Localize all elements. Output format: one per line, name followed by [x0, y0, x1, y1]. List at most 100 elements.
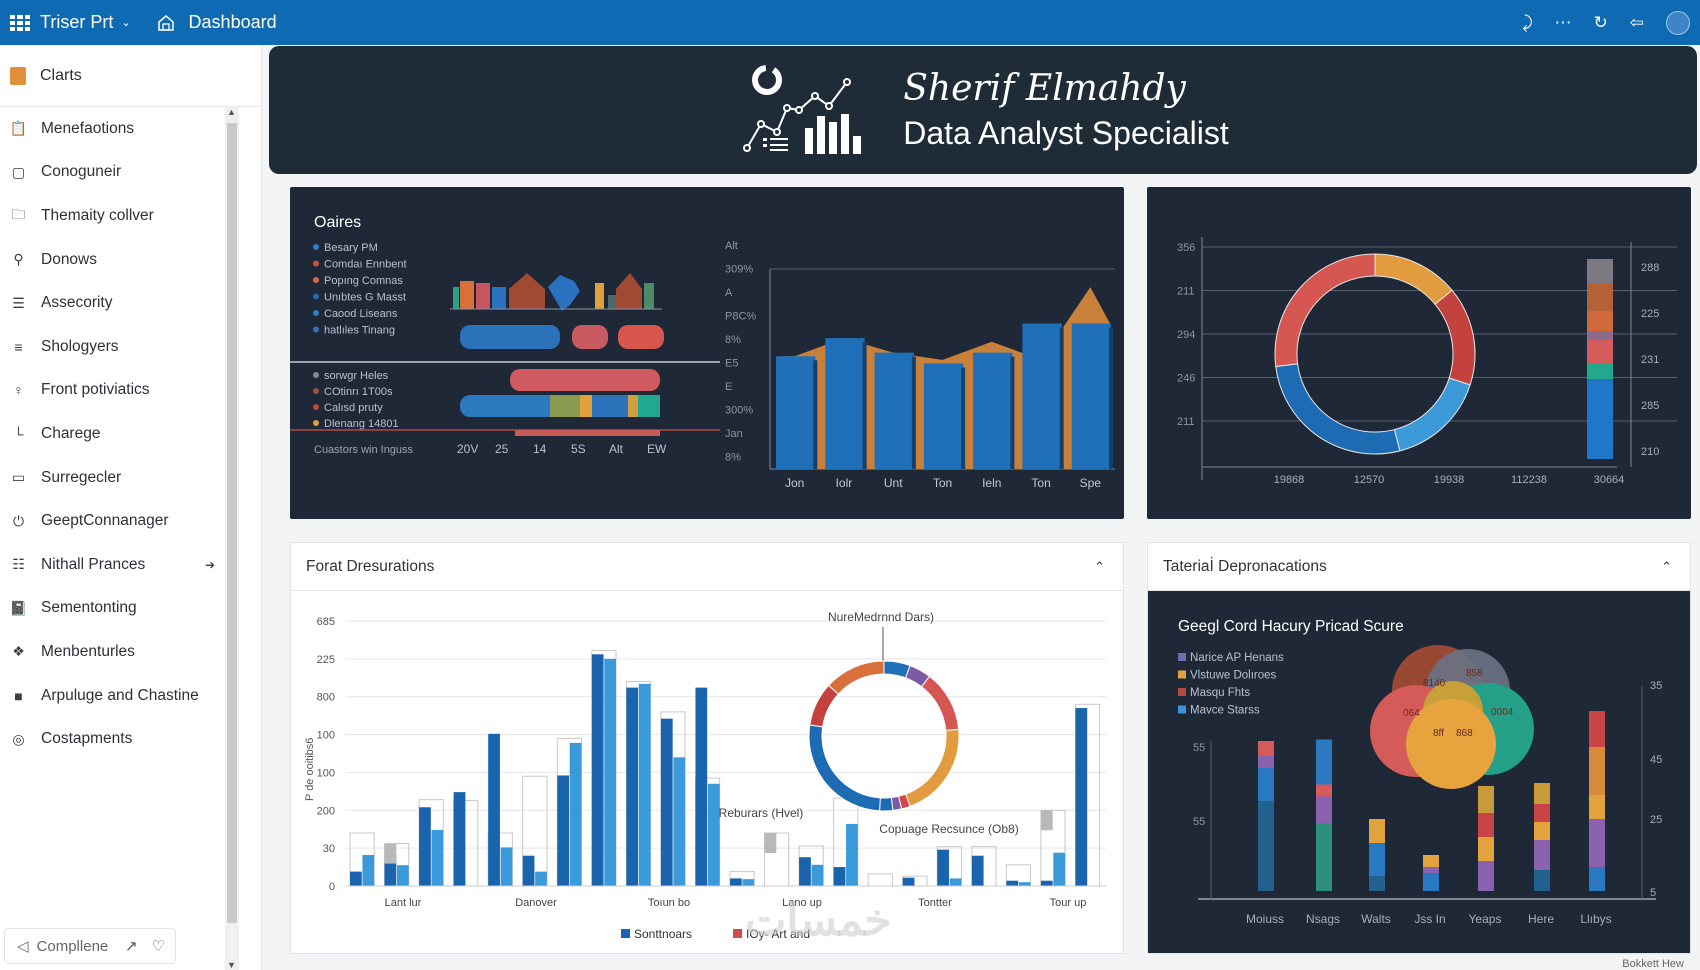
- mini-bar: [644, 283, 654, 309]
- more-icon[interactable]: ⋯: [1554, 12, 1572, 32]
- pill-segment: [580, 395, 592, 417]
- y-tick-label: 55: [1193, 742, 1205, 754]
- footer-link[interactable]: Bokkett Hew: [1622, 958, 1684, 970]
- legend-swatch: [313, 404, 319, 410]
- bar-shadow: [961, 367, 966, 469]
- monitor-icon: ▭: [11, 469, 26, 486]
- share-icon[interactable]: ⤸: [1522, 12, 1533, 32]
- sidebar-item[interactable]: ≡ Shologyers: [0, 325, 245, 369]
- legend-swatch: [313, 372, 319, 378]
- stack-segment: [1369, 876, 1385, 891]
- x-tick-label: Nsags: [1306, 912, 1340, 926]
- chevron-down-icon[interactable]: ⌄: [121, 17, 131, 29]
- scroll-down-icon[interactable]: ▼: [227, 960, 236, 970]
- stack-segment: [1589, 711, 1605, 747]
- legend-swatch: [733, 929, 742, 938]
- overview-panel: Oaires Besary PM Comdaı Ennbent Popıng Comn…: [290, 187, 1124, 519]
- x-tick-label: Toıun bo: [648, 897, 690, 909]
- mini-house: [509, 273, 545, 309]
- app-title[interactable]: Triser Prt: [40, 12, 114, 32]
- sidebar-item[interactable]: ▢ Conoguneir: [0, 151, 245, 195]
- sidebar-item[interactable]: ♀ Front potiviatics: [0, 369, 245, 413]
- panel-header[interactable]: Forat Dresurations ⌃: [291, 543, 1123, 591]
- sidebar-footer[interactable]: ◁ Compllene ↗ ♡: [4, 928, 176, 964]
- donut-slice: [809, 684, 839, 728]
- venn-circle: [1406, 699, 1496, 789]
- legend-swatch: [1178, 688, 1186, 696]
- collapse-caret-icon[interactable]: ⌃: [1094, 558, 1105, 574]
- bar: [949, 878, 962, 886]
- sidebar-item[interactable]: 📋 Menefaotions: [0, 107, 245, 151]
- pin-icon[interactable]: ➔: [204, 557, 215, 572]
- panel-title: Oaires: [314, 214, 361, 231]
- sidebar-header[interactable]: Clarts: [0, 45, 261, 107]
- donut-slice: [827, 660, 885, 695]
- sidebar-item[interactable]: ⏻ GeeptConnanager: [0, 499, 245, 543]
- mini-bar: [608, 295, 618, 309]
- bar: [350, 871, 362, 886]
- x-tick-label: Jon: [785, 476, 804, 490]
- chart-title: Geegl Cord Hacury Pricad Scure: [1178, 618, 1404, 635]
- sidebar-item[interactable]: 📓 Sementonting: [0, 587, 245, 631]
- annotation: Reburars (Hvel): [719, 806, 804, 820]
- collapse-caret-icon[interactable]: ⌃: [1661, 558, 1672, 574]
- heart-icon[interactable]: ♡: [151, 938, 165, 955]
- sidebar-item[interactable]: ▭ Surregecler: [0, 456, 245, 500]
- sidebar-item[interactable]: ☷ Nithall Prances ➔: [0, 543, 245, 587]
- pill-bar: [510, 369, 660, 391]
- sidebar-item[interactable]: ◎ Costapments: [0, 717, 245, 761]
- x-tick-label: Walts: [1361, 912, 1391, 926]
- bar-shadow: [1059, 327, 1064, 469]
- bar: [937, 849, 950, 886]
- export-icon[interactable]: ↗: [124, 938, 138, 955]
- collapse-icon[interactable]: ◁: [17, 938, 29, 955]
- avatar[interactable]: [1666, 10, 1690, 35]
- right-tick-label: 5: [1650, 887, 1656, 899]
- x-tick-label: Lano up: [782, 897, 822, 909]
- sidebar-item-label: Costapments: [41, 730, 133, 748]
- refresh-icon[interactable]: ↻: [1593, 12, 1608, 32]
- menu-icon: ≡: [14, 338, 23, 355]
- back-icon[interactable]: ⇦: [1629, 12, 1644, 32]
- scrollbar-thumb[interactable]: [227, 123, 237, 923]
- bar: [569, 742, 582, 886]
- donut-slice: [1393, 377, 1471, 452]
- tick-label: 5S: [571, 442, 586, 456]
- sidebar-item-label: Front potiviatics: [41, 381, 150, 399]
- pill-bar: [460, 325, 560, 349]
- mini-bar: [492, 287, 506, 309]
- legend-swatch: [313, 260, 319, 267]
- legend-swatch: [1178, 653, 1186, 661]
- bar: [799, 857, 811, 886]
- footer-label: Compllene: [36, 937, 109, 955]
- stack-segment: [1587, 331, 1613, 339]
- right-tick-label: 35: [1650, 680, 1662, 692]
- mini-bar: [476, 283, 490, 309]
- panel-header[interactable]: Tateriaİ Depronacations ⌃: [1148, 543, 1690, 591]
- y-tick-label: 356: [1177, 242, 1195, 254]
- grid-icon[interactable]: [10, 14, 30, 31]
- sidebar-item[interactable]: ☰ Assecority: [0, 281, 245, 325]
- donut-slice: [1374, 253, 1453, 305]
- right-tick-label: 225: [1641, 308, 1659, 320]
- stack-segment: [1587, 379, 1613, 459]
- page-title[interactable]: Dashboard: [188, 12, 277, 32]
- bar: [730, 878, 742, 886]
- y-tick-label: 685: [317, 616, 335, 628]
- sidebar-scrollbar[interactable]: ▲ ▼: [225, 107, 239, 970]
- x-tick-label: 30664: [1594, 474, 1625, 486]
- sidebar-item[interactable]: ❖ Menbenturles: [0, 630, 245, 674]
- legend-label: Mavce Starss: [1190, 705, 1260, 717]
- sidebar-item[interactable]: 🗀 Themaity collver: [0, 194, 245, 238]
- x-tick-label: Jss In: [1414, 912, 1445, 926]
- bar: [1071, 323, 1111, 469]
- sidebar-item[interactable]: ⚲ Donows: [0, 238, 245, 282]
- sidebar-item[interactable]: └ Charege: [0, 412, 245, 456]
- scroll-up-icon[interactable]: ▲: [227, 107, 236, 117]
- home-icon[interactable]: [157, 14, 175, 32]
- sidebar-item[interactable]: ■ Arpuluge and Chastine: [0, 674, 245, 718]
- x-tick-label: Llıbys: [1580, 912, 1611, 926]
- stack-segment: [1589, 819, 1605, 867]
- stack-segment: [1587, 283, 1613, 311]
- x-tick-label: 19868: [1274, 474, 1305, 486]
